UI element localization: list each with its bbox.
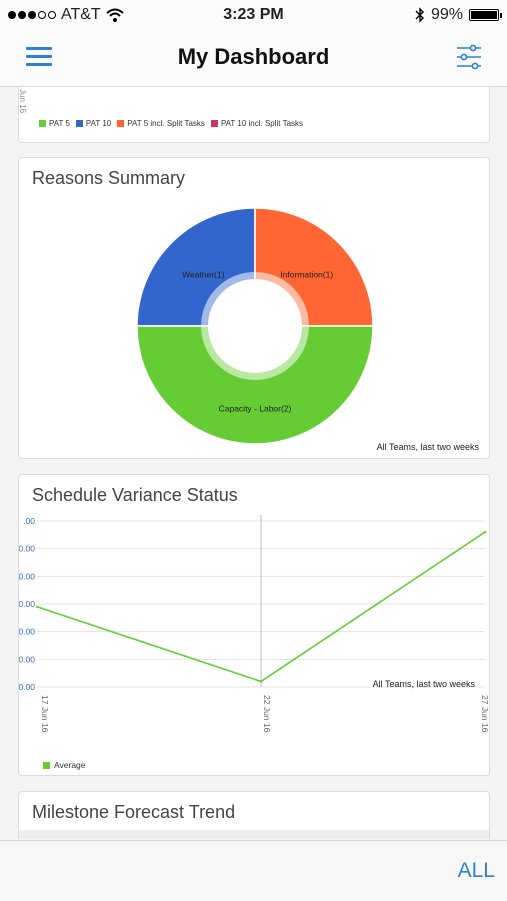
data-point[interactable] — [483, 530, 487, 534]
legend-item: PAT 10 — [75, 119, 112, 128]
pie-slice-label: Information(1) — [280, 269, 333, 279]
bluetooth-icon — [415, 7, 424, 23]
card-title: Schedule Variance Status — [32, 485, 238, 505]
battery-percent: 99% — [430, 6, 463, 23]
legend-label: Average — [54, 760, 86, 770]
schedule-variance-card: Schedule Variance Status .00 0.00 0.00 0.00… — [18, 474, 490, 776]
signal-dot — [28, 11, 36, 19]
legend-item: PAT 5 incl. Split Tasks — [117, 119, 205, 128]
chart-scope-note: All Teams, last two weeks — [372, 679, 475, 689]
sliders-filter-icon[interactable] — [455, 44, 483, 70]
donut-hole — [208, 279, 302, 373]
x-tick-label: 27 Jun 16 — [480, 695, 489, 733]
milestone-forecast-card: Milestone Forecast Trend — [18, 791, 490, 839]
signal-dot — [38, 11, 46, 19]
signal-dot — [48, 11, 56, 19]
y-tick-label: 0.00 — [19, 599, 35, 609]
wifi-icon — [106, 8, 124, 22]
y-tick-label: 0.00 — [19, 654, 35, 664]
legend-label: PAT 10 incl. Split Tasks — [220, 119, 304, 128]
legend-label: PAT 5 — [49, 119, 70, 128]
legend-item: PAT 10 incl. Split Tasks — [210, 119, 304, 128]
legend-swatch — [210, 120, 218, 127]
y-tick-label: 0.00 — [19, 682, 35, 692]
carrier-label: AT&T — [61, 6, 101, 23]
dashboard-content[interactable]: Jun 16 PAT 5 PAT 10 PAT 5 incl. Split Task… — [0, 87, 507, 839]
legend-swatch — [117, 120, 125, 127]
y-tick-label: .00 — [23, 516, 35, 526]
reasons-summary-card: Reasons Summary Weather(1) Information(1)… — [18, 157, 490, 459]
x-tick-label: 22 Jun 16 — [262, 695, 272, 733]
hamburger-menu-icon[interactable] — [26, 46, 52, 68]
clock: 3:23 PM — [223, 6, 284, 23]
signal-strength-icon — [8, 11, 56, 19]
y-tick-label: 0.00 — [19, 571, 35, 581]
x-tick-label: 17 Jun 16 — [40, 695, 50, 733]
chart-legend: PAT 5 PAT 10 PAT 5 incl. Split Tasks PAT 10… — [39, 119, 303, 128]
legend-swatch — [75, 120, 83, 127]
legend-swatch — [43, 762, 50, 769]
y-tick-label: 0.00 — [19, 544, 35, 554]
chart-placeholder — [19, 830, 489, 839]
x-axis-tick-label: Jun 16 — [18, 89, 27, 114]
page-title: My Dashboard — [177, 44, 330, 69]
legend-label: PAT 10 — [85, 119, 112, 128]
reasons-pie-chart: Weather(1) Information(1) Capacity - Labor… — [136, 207, 374, 445]
chart-scope-note: All Teams, last two weeks — [376, 442, 479, 452]
pat-chart-card: Jun 16 PAT 5 PAT 10 PAT 5 incl. Split Task… — [18, 87, 490, 143]
legend-item: PAT 5 — [39, 119, 70, 128]
signal-dot — [8, 11, 16, 19]
card-title: Reasons Summary — [32, 168, 186, 188]
bottom-bar: ALL — [0, 840, 507, 901]
pie-slice-label: Capacity - Labor(2) — [219, 404, 292, 414]
status-right: 99% — [415, 6, 502, 24]
variance-line-chart: .00 0.00 0.00 0.00 0.00 0.00 0.00 17 Jun 16 22 J… — [19, 515, 489, 770]
legend-label: PAT 5 incl. Split Tasks — [127, 119, 205, 128]
card-title: Milestone Forecast Trend — [32, 802, 236, 822]
battery-icon — [469, 9, 502, 21]
legend-swatch — [39, 120, 46, 127]
data-point[interactable] — [259, 680, 263, 683]
data-point[interactable] — [35, 605, 39, 608]
pie-slice[interactable] — [136, 325, 374, 445]
y-tick-label: 0.00 — [19, 627, 35, 637]
status-left: AT&T — [8, 6, 124, 24]
all-filter-button[interactable]: ALL — [457, 859, 495, 882]
nav-bar: My Dashboard — [0, 30, 507, 87]
pie-slice-label: Weather(1) — [182, 269, 225, 279]
signal-dot — [18, 11, 26, 19]
status-bar: AT&T 3:23 PM 99% — [0, 0, 507, 30]
